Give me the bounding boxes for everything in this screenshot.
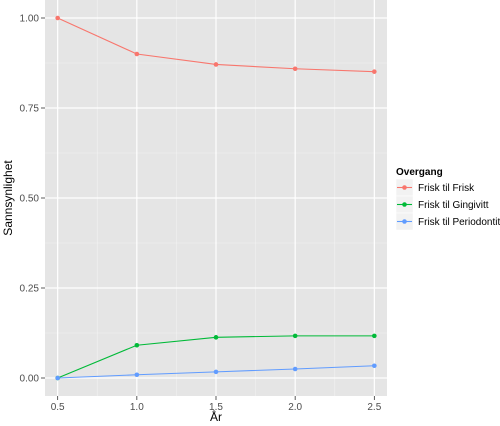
data-point [292, 366, 298, 372]
x-tick-label: 1.5 [209, 402, 223, 413]
legend-items: Frisk til Frisk Frisk til Gingivitt Frisk … [395, 178, 500, 231]
legend-label: Frisk til Frisk [418, 183, 475, 194]
y-tick-label: 0.50 [20, 194, 40, 205]
data-point [292, 333, 298, 339]
data-point [213, 62, 219, 67]
y-tick-label: 1.00 [20, 14, 40, 25]
legend-key-point [402, 202, 407, 207]
series-layer [55, 15, 377, 381]
legend-item: Frisk til Gingivitt [395, 195, 489, 214]
legend-label: Frisk til Gingivitt [418, 200, 489, 211]
x-tick-label: 1.0 [130, 402, 144, 413]
y-axis-title: Sannsynlighet [1, 160, 15, 236]
data-point [134, 372, 140, 378]
data-point [372, 363, 377, 369]
x-tick-label: 2.0 [288, 402, 302, 413]
axes: 0.5 1.0 1.5 2.0 2.5 0.00 0.25 0.50 0.75 1.00 [20, 14, 382, 414]
data-point [213, 369, 219, 375]
legend-item: Frisk til Periodontitt [395, 212, 500, 231]
data-point [292, 66, 298, 72]
legend: Overgang Frisk til Frisk Frisk til Gingiv… [395, 167, 500, 231]
legend-key-point [402, 185, 407, 190]
y-tick-label: 0.00 [20, 374, 40, 385]
x-tick-label: 0.5 [51, 402, 65, 413]
legend-title: Overgang [396, 167, 443, 178]
data-point [134, 51, 140, 57]
legend-key-point [402, 219, 407, 224]
legend-label: Frisk til Periodontitt [418, 217, 500, 228]
data-point [55, 15, 60, 21]
legend-item: Frisk til Frisk [395, 178, 475, 197]
major-gridlines [45, 0, 387, 396]
data-point [372, 69, 377, 74]
x-axis-title: År [210, 409, 222, 424]
data-point [213, 335, 219, 340]
y-tick-label: 0.75 [20, 104, 40, 115]
y-tick-label: 0.25 [20, 284, 40, 295]
data-point [134, 342, 140, 348]
data-point [55, 375, 60, 381]
x-tick-label: 2.5 [367, 402, 381, 413]
data-point [372, 333, 377, 339]
